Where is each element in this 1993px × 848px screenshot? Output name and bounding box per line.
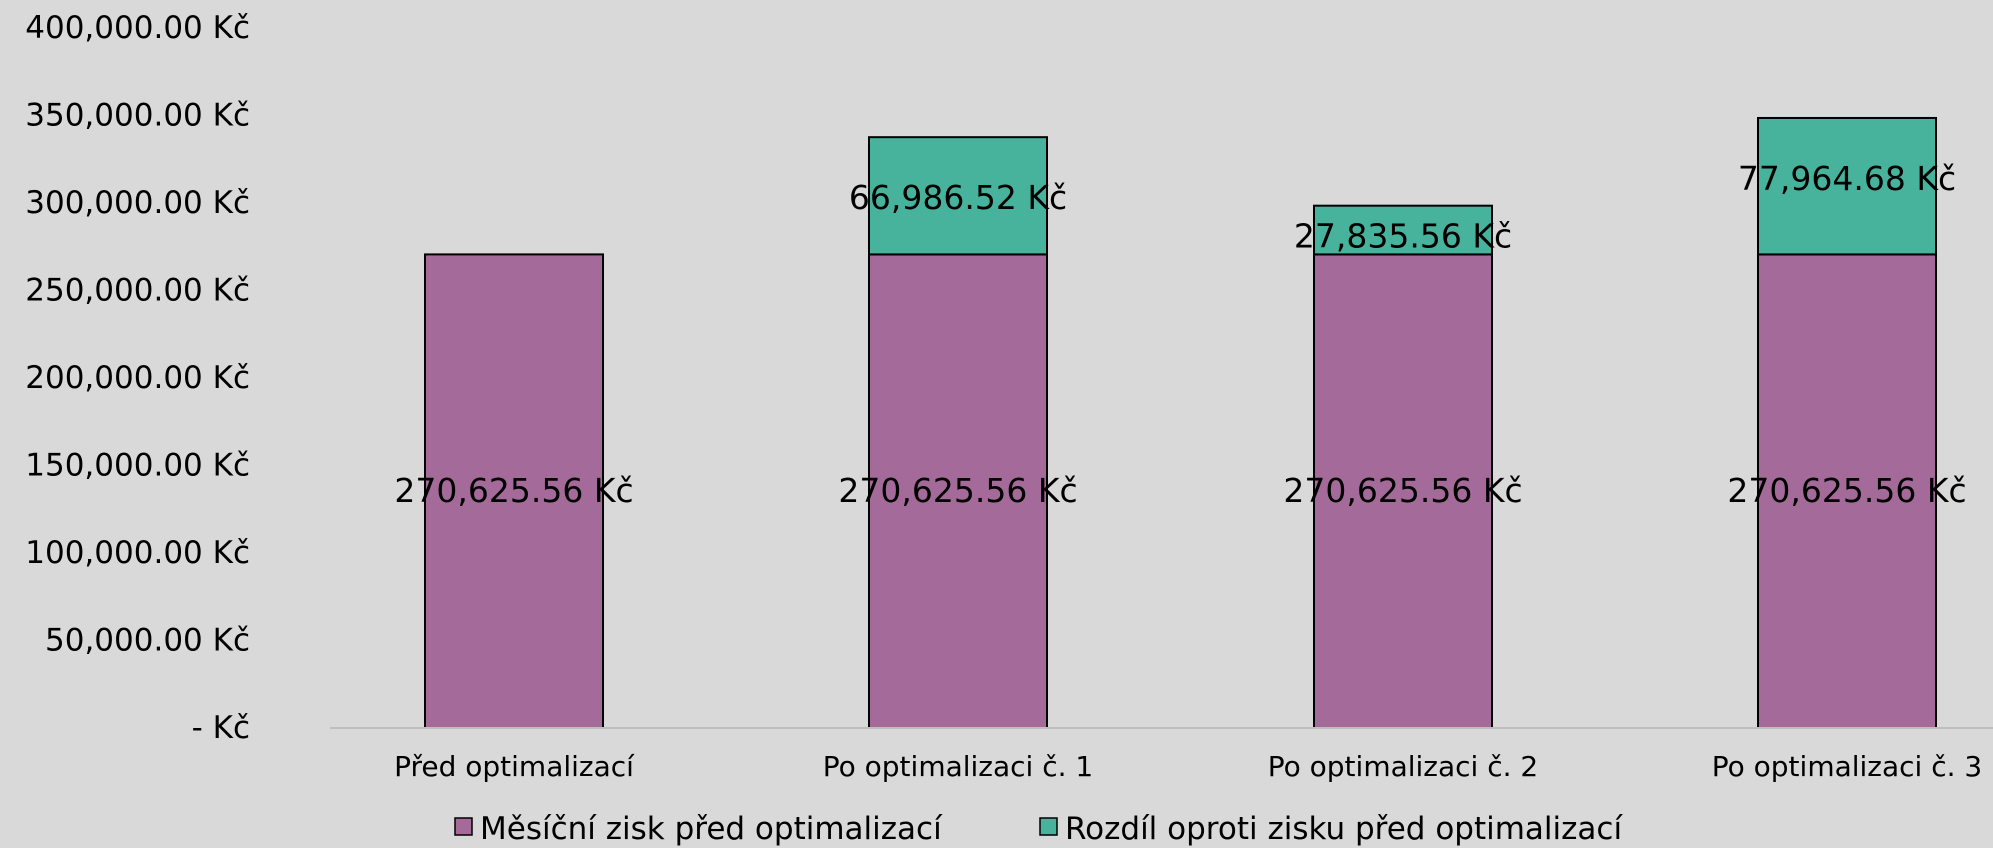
legend-swatch xyxy=(1039,817,1058,836)
y-tick-label: - Kč xyxy=(192,710,250,746)
y-tick-label: 350,000.00 Kč xyxy=(25,98,250,134)
bar-segment xyxy=(1313,253,1493,729)
data-label: 270,625.56 Kč xyxy=(838,471,1077,510)
y-tick-label: 150,000.00 Kč xyxy=(25,448,250,484)
y-tick-label: 200,000.00 Kč xyxy=(25,360,250,396)
y-tick-label: 400,000.00 Kč xyxy=(25,10,250,46)
x-tick-label: Po optimalizaci č. 2 xyxy=(1268,750,1539,783)
bar-segment xyxy=(868,253,1048,729)
bar-segment xyxy=(1313,204,1493,256)
data-label: 27,835.56 Kč xyxy=(1294,216,1512,255)
y-tick-label: 50,000.00 Kč xyxy=(45,623,250,659)
x-tick-label: Po optimalizaci č. 3 xyxy=(1712,750,1983,783)
y-axis: - Kč 50,000.00 Kč 100,000.00 Kč 150,000.00 … xyxy=(25,10,250,746)
bars: 270,625.56 Kč 270,625.56 Kč 66,986.52 Kč 27… xyxy=(330,116,1993,729)
bar-segment xyxy=(1757,253,1937,729)
x-axis: Před optimalizací Po optimalizaci č. 1 Po … xyxy=(394,750,1982,783)
legend-label: Rozdíl oproti zisku před optimalizací xyxy=(1065,811,1623,847)
bar-segment xyxy=(424,253,604,729)
data-label: 66,986.52 Kč xyxy=(849,178,1067,217)
bar-segment xyxy=(868,136,1048,256)
x-tick-label: Před optimalizací xyxy=(394,750,635,783)
y-tick-label: 300,000.00 Kč xyxy=(25,185,250,221)
y-tick-label: 250,000.00 Kč xyxy=(25,273,250,309)
data-label: 270,625.56 Kč xyxy=(394,471,633,510)
legend-label: Měsíční zisk před optimalizací xyxy=(480,811,943,847)
data-label: 77,964.68 Kč xyxy=(1738,159,1956,198)
data-label: 270,625.56 Kč xyxy=(1283,471,1522,510)
data-label: 270,625.56 Kč xyxy=(1727,471,1966,510)
x-tick-label: Po optimalizaci č. 1 xyxy=(823,750,1094,783)
legend-swatch xyxy=(454,817,473,836)
legend: Měsíční zisk před optimalizací Rozdíl opr… xyxy=(454,811,1623,847)
bar-segment xyxy=(1757,116,1937,256)
y-tick-label: 100,000.00 Kč xyxy=(25,535,250,571)
